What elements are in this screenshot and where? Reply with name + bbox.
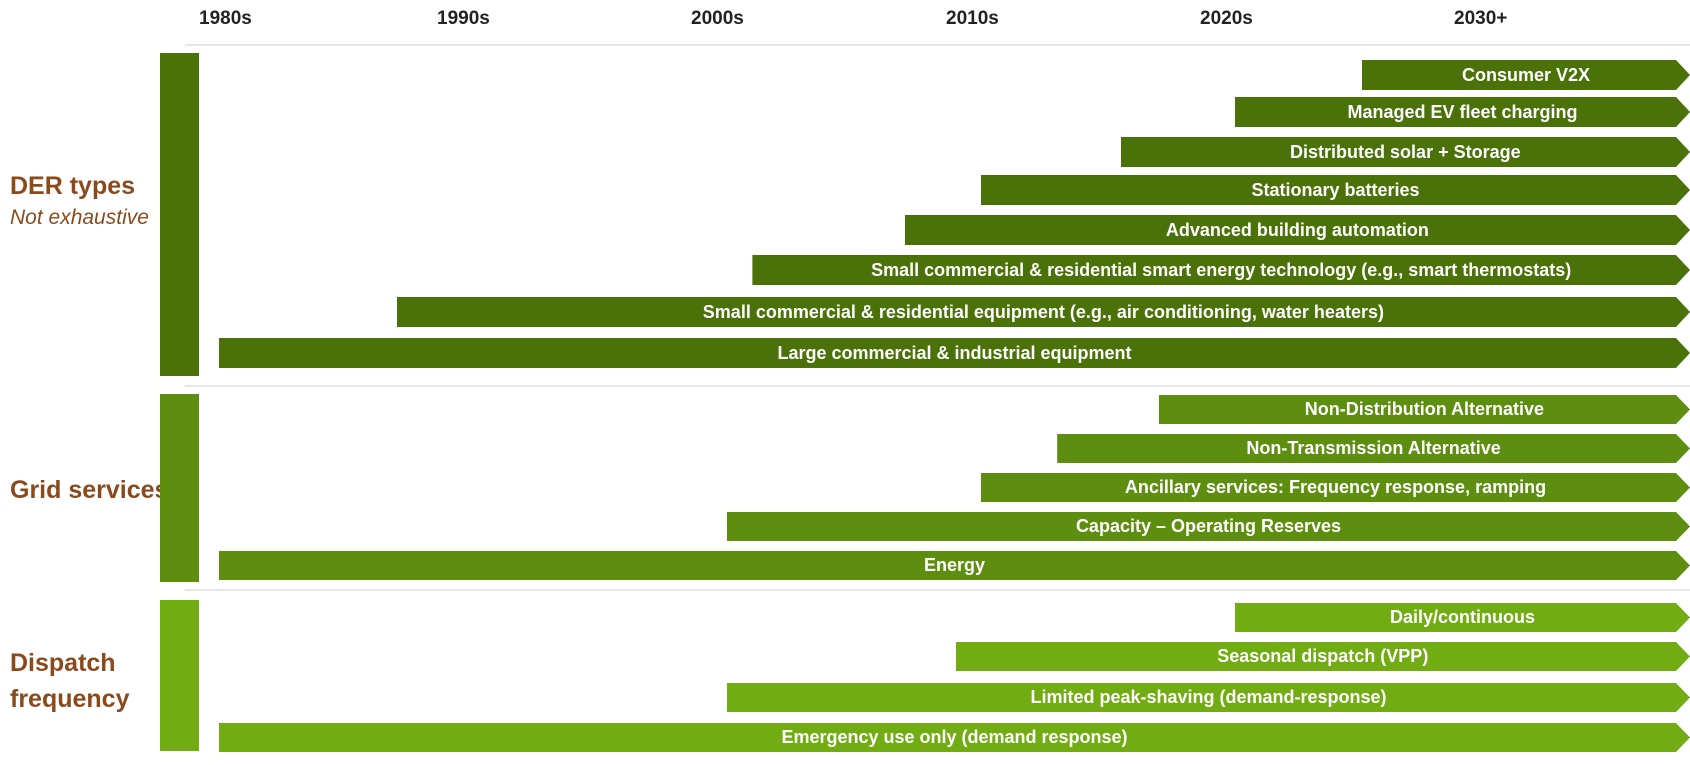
timeline-bar: Stationary batteries	[981, 175, 1690, 205]
timeline-bar: Distributed solar + Storage	[1121, 137, 1690, 167]
section-divider	[185, 589, 1690, 591]
section-color-bar	[160, 600, 199, 751]
decade-label: 1990s	[437, 8, 490, 29]
section-divider	[185, 385, 1690, 387]
decade-label: 2030+	[1454, 8, 1508, 29]
timeline-bar: Energy	[219, 551, 1690, 580]
section-color-bar	[160, 394, 199, 582]
section-color-bar	[160, 53, 199, 376]
section-title-der-types: DER types Not exhaustive	[10, 168, 149, 232]
decade-label: 1980s	[199, 8, 252, 29]
section-title: DER types	[10, 172, 136, 200]
timeline-bar: Seasonal dispatch (VPP)	[956, 642, 1690, 671]
timeline-bar: Capacity – Operating Reserves	[727, 512, 1690, 541]
section-title: Dispatch frequency	[10, 649, 130, 713]
decade-label: 2020s	[1200, 8, 1253, 29]
timeline-bar: Emergency use only (demand response)	[219, 723, 1690, 752]
timeline-bar: Large commercial & industrial equipment	[219, 338, 1690, 368]
timeline-bar: Non-Transmission Alternative	[1057, 434, 1690, 463]
decade-label: 2010s	[946, 8, 999, 29]
timeline-bar: Non-Distribution Alternative	[1159, 395, 1690, 424]
timeline-bar: Small commercial & residential smart ene…	[752, 255, 1690, 285]
timeline-bar: Small commercial & residential equipment…	[397, 297, 1690, 327]
header-divider	[185, 44, 1690, 46]
timeline-bar: Managed EV fleet charging	[1235, 97, 1690, 127]
section-title-grid-services: Grid services	[10, 472, 168, 508]
section-title: Grid services	[10, 476, 169, 504]
timeline-bar: Limited peak-shaving (demand-response)	[727, 683, 1690, 712]
timeline-bar: Consumer V2X	[1362, 60, 1690, 90]
decade-label: 2000s	[691, 8, 744, 29]
section-subtitle: Not exhaustive	[10, 206, 149, 229]
section-title-dispatch-frequency: Dispatch frequency	[10, 645, 150, 717]
timeline-bar: Ancillary services: Frequency response, …	[981, 473, 1690, 502]
timeline-bar: Daily/continuous	[1235, 603, 1690, 632]
timeline-bar: Advanced building automation	[905, 215, 1690, 245]
